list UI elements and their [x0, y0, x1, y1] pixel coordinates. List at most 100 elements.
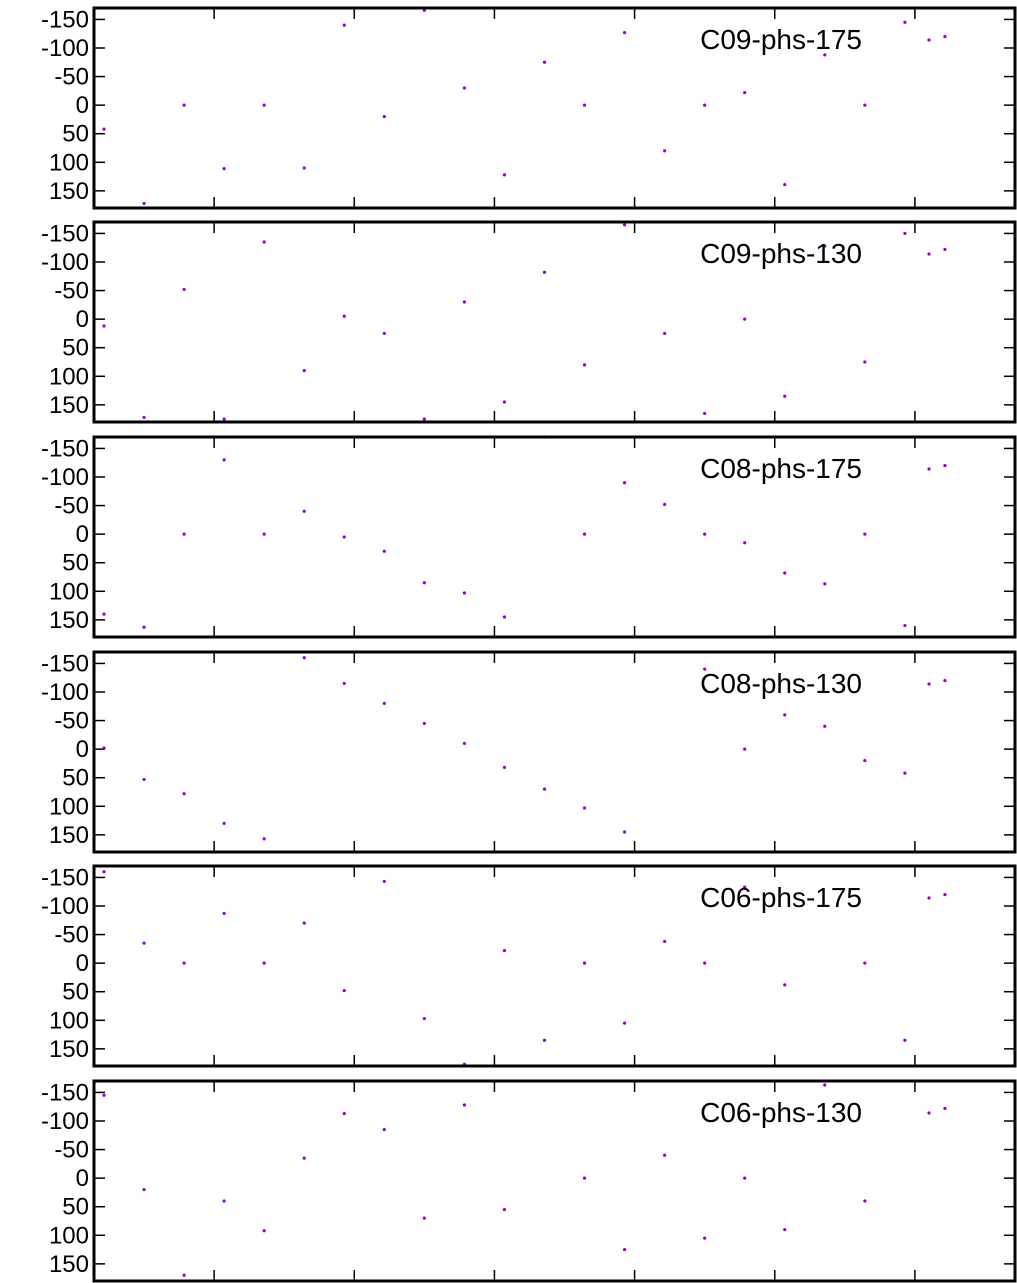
data-point [542, 1038, 547, 1042]
data-point [102, 612, 106, 616]
y-tick-label: -100 [41, 679, 89, 706]
data-point [382, 114, 386, 119]
data-point [262, 240, 266, 244]
y-tick-label: 150 [49, 822, 89, 849]
data-point [342, 535, 346, 539]
data-point [622, 1021, 627, 1025]
data-point [182, 961, 186, 965]
y-tick-label: -50 [54, 64, 89, 91]
y-tick-label: 0 [76, 1165, 89, 1192]
data-point [502, 400, 507, 404]
y-tick-label: -100 [41, 893, 89, 920]
data-point [502, 615, 507, 619]
data-point [222, 911, 226, 916]
data-point [102, 1093, 106, 1097]
y-tick-label: 50 [62, 765, 89, 792]
y-tick-label: -150 [41, 864, 89, 891]
data-point [663, 502, 667, 507]
data-point [502, 948, 507, 953]
legend-marker [927, 38, 931, 42]
data-point [622, 1247, 627, 1252]
data-point [703, 411, 707, 416]
data-point [783, 1227, 787, 1232]
data-point [222, 417, 226, 421]
data-point [342, 1111, 346, 1116]
legend-marker [927, 252, 931, 256]
data-point [943, 1106, 947, 1111]
data-point [382, 701, 386, 706]
data-point [102, 746, 106, 750]
data-point [182, 287, 186, 292]
data-point [663, 331, 667, 336]
y-tick-label: 150 [49, 392, 89, 419]
data-point [302, 656, 306, 660]
data-point [142, 415, 146, 420]
data-point [342, 23, 346, 27]
data-point [863, 360, 867, 364]
data-point [382, 331, 386, 336]
y-tick-label: 100 [49, 363, 89, 390]
y-tick-label: -150 [41, 650, 89, 677]
data-point [182, 103, 186, 107]
y-tick-label: -100 [41, 1108, 89, 1135]
data-point [102, 127, 106, 131]
data-point [302, 509, 306, 513]
data-point [943, 892, 947, 897]
data-point [182, 532, 186, 536]
y-tick-label: 50 [62, 550, 89, 577]
data-point [743, 541, 747, 545]
data-point [823, 1083, 827, 1087]
data-point [182, 792, 186, 796]
data-point [622, 30, 627, 35]
y-tick-label: -100 [41, 249, 89, 276]
data-point [783, 571, 787, 575]
data-point [783, 983, 787, 987]
data-point [663, 939, 667, 944]
data-point [382, 1127, 386, 1132]
y-tick-label: -100 [41, 464, 89, 491]
y-tick-label: -50 [54, 1137, 89, 1164]
data-point [903, 231, 907, 236]
plot-frame [92, 6, 1017, 210]
data-point [302, 368, 306, 373]
data-point [222, 166, 226, 171]
y-tick-label: 150 [49, 607, 89, 634]
data-point [663, 1153, 667, 1157]
data-point [783, 182, 787, 187]
legend-marker [927, 682, 931, 686]
data-point [462, 1103, 467, 1107]
data-point [142, 1187, 146, 1192]
legend-label: C09-phs-130 [700, 238, 862, 269]
data-point [903, 1038, 907, 1042]
y-tick-label: -100 [41, 35, 89, 62]
data-point [262, 103, 266, 107]
data-point [743, 747, 747, 751]
plot-frame [92, 1079, 1017, 1283]
data-point [542, 787, 547, 791]
plot-frame [92, 864, 1017, 1068]
y-tick-label: -150 [41, 1079, 89, 1106]
data-point [102, 870, 106, 874]
legend-marker [927, 896, 931, 900]
y-tick-label: -50 [54, 493, 89, 520]
data-point [703, 103, 707, 107]
y-tick-label: -50 [54, 708, 89, 735]
legend-marker [927, 467, 931, 471]
y-tick-label: 150 [49, 178, 89, 205]
y-tick-label: 0 [76, 306, 89, 333]
data-point [582, 532, 587, 536]
y-tick-label: 100 [49, 1007, 89, 1034]
y-tick-label: 100 [49, 793, 89, 820]
y-tick-label: 150 [49, 1251, 89, 1278]
data-point [422, 581, 426, 585]
y-tick-label: 0 [76, 521, 89, 548]
data-point [502, 1207, 507, 1212]
legend-label: C08-phs-130 [700, 668, 862, 699]
data-point [703, 667, 707, 671]
